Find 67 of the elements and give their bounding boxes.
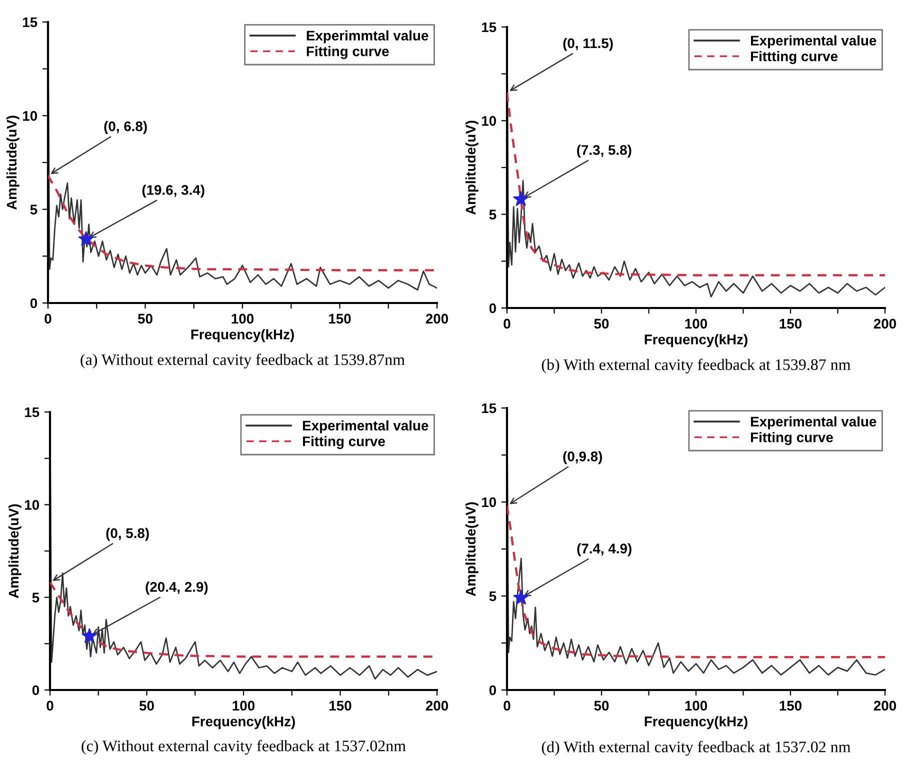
line-series xyxy=(48,174,437,272)
y-tick-label: 5 xyxy=(489,210,496,220)
y-tick-label: 15 xyxy=(482,22,496,32)
legend-label: Experimental value xyxy=(303,420,428,434)
y-tick-label: 5 xyxy=(30,204,38,215)
x-tick-label: 0 xyxy=(44,314,52,324)
x-tick-label: 150 xyxy=(329,314,351,324)
legend-label: Experimental value xyxy=(751,35,876,48)
y-tick-label: 10 xyxy=(23,111,38,121)
y-tick-label: 15 xyxy=(482,403,496,414)
x-axis-title: Frequency(kHz) xyxy=(644,716,748,730)
x-axis-title: Frequency(kHz) xyxy=(191,329,294,342)
x-tick-label: 200 xyxy=(426,314,448,324)
y-tick-label: 0 xyxy=(32,685,40,696)
x-tick-label: 50 xyxy=(594,318,609,329)
legend-label: Fittting curve xyxy=(751,51,838,64)
y-tick-label: 5 xyxy=(489,591,496,602)
x-tick-label: 0 xyxy=(504,318,510,329)
text: (d) With external cavity feedback at 1537.02 nm xyxy=(542,740,851,756)
x-tick-label: 100 xyxy=(685,318,708,329)
annotation: (19.6, 3.4) xyxy=(142,184,204,198)
x-tick-label: 150 xyxy=(330,700,352,711)
x-tick-label: 150 xyxy=(780,700,802,711)
x-tick-label: 200 xyxy=(874,700,896,711)
y-tick-label: 5 xyxy=(32,592,40,603)
line-series xyxy=(507,91,885,276)
x-tick-label: 50 xyxy=(594,700,609,711)
x-tick-label: 0 xyxy=(504,700,510,711)
x-tick-label: 100 xyxy=(232,700,255,711)
annotation: (0,9.8) xyxy=(563,451,602,464)
text: (c) Without external cavity feedback at 1537.02nm xyxy=(82,740,406,755)
x-axis-title: Frequency(kHz) xyxy=(192,716,295,730)
x-tick-label: 50 xyxy=(138,314,152,324)
legend-label: Experimental value xyxy=(751,416,876,430)
legend-label: Fitting curve xyxy=(303,436,385,450)
y-tick-label: 0 xyxy=(489,303,496,314)
annotation: (0, 5.8) xyxy=(106,528,149,541)
x-tick-label: 100 xyxy=(685,700,708,711)
y-axis-title: Amplitude(uV) xyxy=(465,120,478,215)
y-tick-label: 0 xyxy=(30,298,38,308)
y-tick-label: 10 xyxy=(25,500,40,510)
y-tick-label: 0 xyxy=(489,685,496,696)
annotation: (7.3, 5.8) xyxy=(577,144,632,158)
y-axis-title: Amplitude(uV) xyxy=(8,504,22,598)
text: (b) With external cavity feedback at 1539.87 nm xyxy=(542,358,851,374)
x-axis-title: Frequency(kHz) xyxy=(644,334,748,348)
annotation: (0, 11.5) xyxy=(563,38,613,51)
annotation: (0, 6.8) xyxy=(104,121,147,134)
y-tick-label: 15 xyxy=(25,407,40,418)
y-tick-label: 10 xyxy=(482,116,496,126)
x-tick-label: 100 xyxy=(232,314,254,324)
legend-label: Fitting curve xyxy=(306,46,389,60)
x-tick-label: 150 xyxy=(780,318,802,329)
y-tick-label: 10 xyxy=(482,497,496,508)
y-axis-title: Amplitude(uV) xyxy=(465,502,478,596)
legend-label: Experimmtal value xyxy=(306,30,428,44)
x-tick-label: 200 xyxy=(874,318,896,329)
x-tick-label: 200 xyxy=(426,700,448,711)
y-tick-label: 15 xyxy=(23,17,38,28)
x-tick-label: 50 xyxy=(139,700,154,711)
y-axis-title: Amplitude(uV) xyxy=(6,116,20,210)
annotation: (20.4, 2.9) xyxy=(146,582,208,595)
x-tick-label: 0 xyxy=(46,700,54,711)
text: (a) Without external cavity feedback at 1539.87nm xyxy=(80,354,405,368)
annotation: (7.4, 4.9) xyxy=(577,543,632,556)
legend-label: Fitting curve xyxy=(751,432,833,446)
line-series xyxy=(507,504,885,658)
